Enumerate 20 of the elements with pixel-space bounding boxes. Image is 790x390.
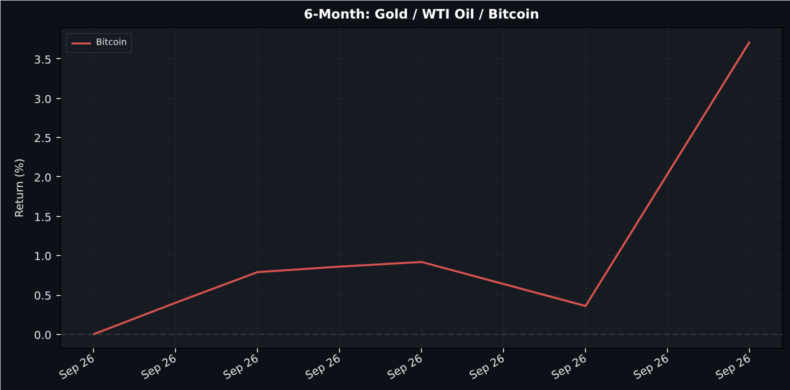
x-tick-label: Sep 26 <box>713 352 753 382</box>
y-tick-label: 1.0 <box>34 250 52 264</box>
y-tick-label: 0.0 <box>34 328 52 342</box>
x-tick-label: Sep 26 <box>303 352 343 382</box>
x-tick-label: Sep 26 <box>385 352 425 382</box>
x-tick-label: Sep 26 <box>549 352 589 382</box>
y-tick-label: 1.5 <box>34 210 52 224</box>
legend-label: Bitcoin <box>96 38 127 48</box>
x-tick-label: Sep 26 <box>631 352 671 382</box>
y-axis-title: Return (%) <box>13 158 26 218</box>
y-tick-label: 2.5 <box>34 132 52 146</box>
x-tick-label: Sep 26 <box>139 352 179 382</box>
y-tick-label: 3.5 <box>34 53 52 66</box>
x-tick-label: Sep 26 <box>221 352 261 382</box>
x-tick-label: Sep 26 <box>56 352 97 382</box>
y-tick-label: 0.5 <box>34 290 52 302</box>
chart-title: 6-Month: Gold / WTI Oil / Bitcoin <box>304 8 540 22</box>
y-tick-label: 2.0 <box>34 171 52 184</box>
x-tick-label: Sep 26 <box>467 352 507 382</box>
y-tick-label: 3.0 <box>34 92 52 106</box>
